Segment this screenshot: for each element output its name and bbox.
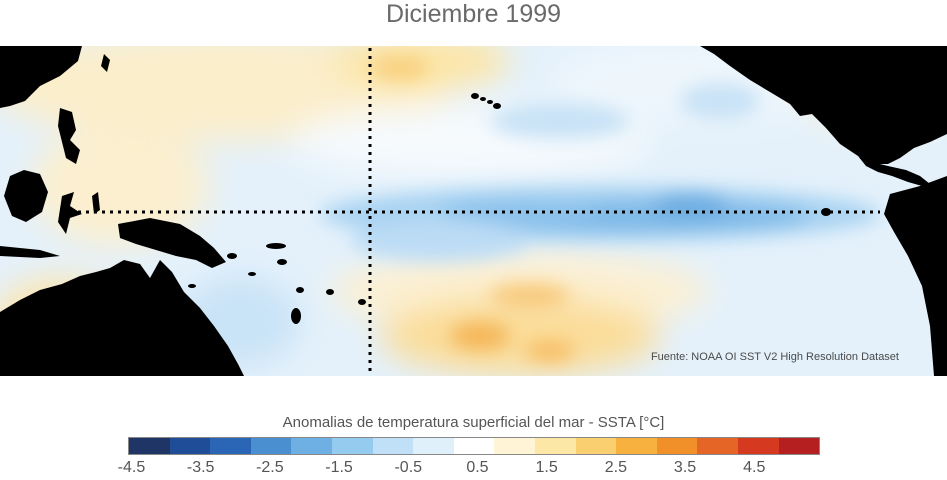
colorbar-swatch xyxy=(737,438,779,454)
colorbar-swatch xyxy=(778,438,820,454)
colorbar-swatch xyxy=(494,438,535,454)
colorbar-tick-label: -1.5 xyxy=(325,459,353,476)
colorbar-tick-label: -3.5 xyxy=(186,459,215,476)
colorbar-tick-label: -4.5 xyxy=(117,459,146,476)
land-australia xyxy=(0,260,244,376)
sst-anomaly-map: Fuente: NOAA OI SST V2 High Resolution D… xyxy=(0,46,947,376)
land-asia xyxy=(0,46,82,108)
colorbar-tick-label: 2.5 xyxy=(604,459,627,476)
pacific-islands xyxy=(144,93,831,324)
colorbar-swatch xyxy=(534,438,576,454)
gridlines xyxy=(62,48,880,376)
land-java xyxy=(0,246,60,258)
colorbar-ticks: -4.5 -3.5 -2.5 -1.5 -0.5 0.5 1.5 2.5 3.5 4.5 xyxy=(118,459,820,479)
colorbar-swatch xyxy=(372,438,414,454)
land-south-america xyxy=(884,176,947,376)
colorbar-tick-label: 1.5 xyxy=(535,459,558,476)
colorbar-swatch xyxy=(250,438,292,454)
land-taiwan xyxy=(101,54,110,72)
land-philippines xyxy=(58,108,80,164)
source-note: Fuente: NOAA OI SST V2 High Resolution D… xyxy=(650,351,899,363)
colorbar-swatch xyxy=(331,438,373,454)
colorbar-swatch xyxy=(453,438,495,454)
map-title: Diciembre 1999 xyxy=(385,0,562,28)
land-north-america xyxy=(700,46,947,164)
colorbar-swatch xyxy=(697,438,738,454)
map-canvas xyxy=(0,46,947,376)
colorbar-swatch xyxy=(656,438,698,454)
colorbar-title: Anomalias de temperatura superficial del… xyxy=(282,414,665,431)
colorbar-tick-label: 0.5 xyxy=(466,459,489,476)
colorbar-swatch xyxy=(129,438,170,454)
colorbar-tick-label: -0.5 xyxy=(394,459,423,476)
colorbar-swatch xyxy=(291,438,332,454)
land-caribbean-islands xyxy=(858,98,940,130)
land-borneo xyxy=(4,170,48,222)
colorbar xyxy=(128,437,820,455)
colorbar-tick-label: 3.5 xyxy=(673,459,697,476)
colorbar-tick-label: 4.5 xyxy=(743,459,766,476)
colorbar-swatch xyxy=(575,438,617,454)
colorbar-swatch xyxy=(210,438,251,454)
land-central-america xyxy=(858,156,930,186)
colorbar-tick-label: -2.5 xyxy=(256,459,284,476)
colorbar-swatch xyxy=(616,438,657,454)
land-halmahera xyxy=(92,192,100,214)
land-new-guinea xyxy=(118,218,226,268)
land-masses xyxy=(0,46,947,376)
colorbar-swatch xyxy=(413,438,454,454)
colorbar-swatch xyxy=(169,438,211,454)
